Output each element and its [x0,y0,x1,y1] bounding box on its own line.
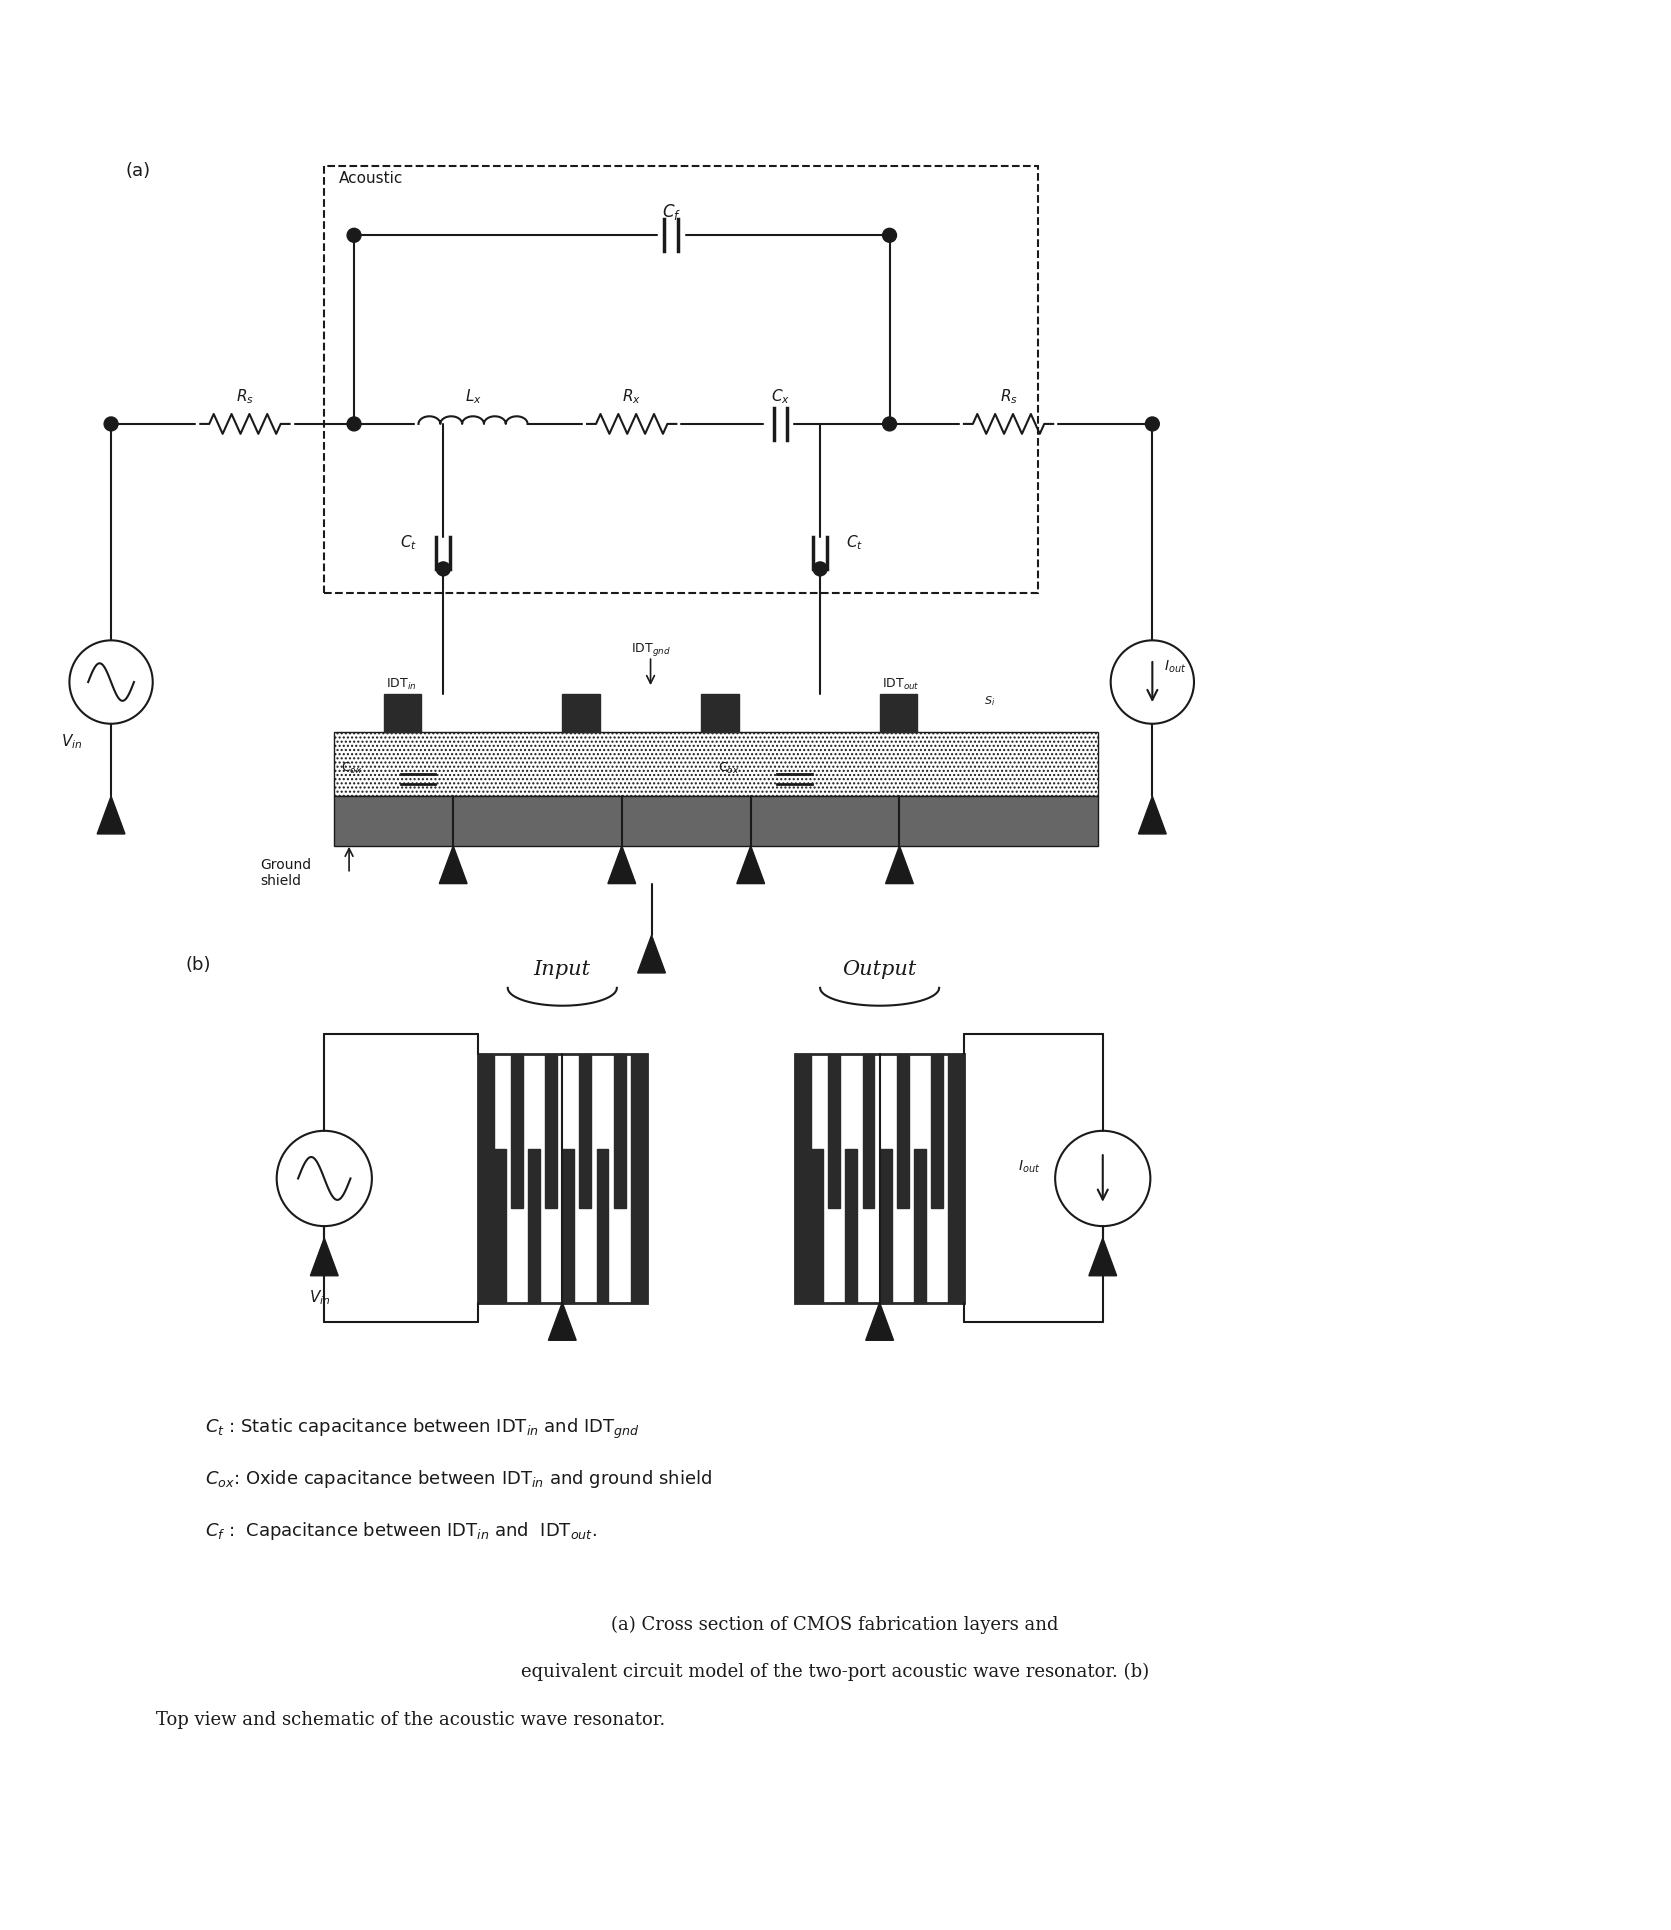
Bar [914,1148,926,1303]
Bar [810,1148,824,1303]
Bar [846,1148,857,1303]
Text: $I_{out}$: $I_{out}$ [1165,658,1186,675]
Text: $V_{in}$: $V_{in}$ [309,1289,331,1307]
Bar [630,1054,647,1303]
Text: $R_s$: $R_s$ [999,388,1018,405]
Text: (a) Cross section of CMOS fabrication layers and: (a) Cross section of CMOS fabrication la… [612,1615,1059,1633]
Text: Top view and schematic of the acoustic wave resonator.: Top view and schematic of the acoustic w… [155,1710,665,1729]
Text: IDT$_{in}$: IDT$_{in}$ [386,677,416,693]
Bar [862,1054,874,1208]
Text: $R_x$: $R_x$ [622,388,642,405]
Text: C$_{ox}$: C$_{ox}$ [719,760,740,776]
Text: Acoustic: Acoustic [339,170,403,185]
Circle shape [814,562,827,575]
Polygon shape [439,845,468,884]
Circle shape [348,228,361,243]
Circle shape [348,417,361,430]
Bar [324,166,1038,593]
Text: $I_{out}$: $I_{out}$ [1018,1158,1041,1175]
Text: $C_{ox}$: Oxide capacitance between IDT$_{in}$ and ground shield: $C_{ox}$: Oxide capacitance between IDT$… [206,1469,712,1490]
Text: $C_x$: $C_x$ [770,388,790,405]
Text: IDT$_{gnd}$: IDT$_{gnd}$ [630,641,670,658]
Bar [561,695,600,731]
Text: $S_i$: $S_i$ [984,695,994,708]
Bar [580,1054,592,1208]
Text: $C_t$: $C_t$ [399,533,418,552]
Bar [879,1148,892,1303]
Text: IDT$_{out}$: IDT$_{out}$ [882,677,919,693]
Bar [795,1054,964,1303]
Bar [897,1054,909,1208]
Polygon shape [608,845,635,884]
Circle shape [436,562,449,575]
Polygon shape [97,797,125,834]
Bar [528,1148,540,1303]
Bar [561,1148,575,1303]
Bar [795,1054,810,1303]
Text: $R_s$: $R_s$ [236,388,254,405]
Circle shape [882,417,896,430]
Polygon shape [1138,797,1166,834]
Polygon shape [1089,1237,1116,1276]
Text: $C_f$: $C_f$ [662,203,682,222]
Polygon shape [638,936,665,973]
Text: $C_f$ :  Capacitance between IDT$_{in}$ and  IDT$_{out}$.: $C_f$ : Capacitance between IDT$_{in}$ a… [206,1521,597,1542]
Bar [702,695,739,731]
Bar [478,1054,495,1303]
Polygon shape [866,1303,894,1339]
Text: C$_{ox}$: C$_{ox}$ [341,760,363,776]
Circle shape [1145,417,1160,430]
Bar [947,1054,964,1303]
Circle shape [104,417,119,430]
Text: $V_{in}$: $V_{in}$ [62,733,84,751]
Bar [879,695,917,731]
Text: $L_x$: $L_x$ [465,388,481,405]
Text: Input: Input [533,959,592,979]
Polygon shape [548,1303,576,1339]
Bar [384,695,421,731]
Text: $C_t$: $C_t$ [846,533,864,552]
Bar [334,797,1098,845]
Bar [613,1054,625,1208]
Bar [495,1148,506,1303]
Bar [597,1148,608,1303]
Text: (a): (a) [125,162,150,179]
Text: Ground
shield: Ground shield [259,857,311,888]
Text: $C_t$ : Static capacitance between IDT$_{in}$ and IDT$_{gnd}$: $C_t$ : Static capacitance between IDT$_… [206,1417,640,1442]
Bar [829,1054,841,1208]
Text: Output: Output [842,959,917,979]
Polygon shape [886,845,914,884]
Polygon shape [737,845,765,884]
Bar [334,731,1098,797]
Bar [545,1054,556,1208]
Bar [478,1054,647,1303]
Polygon shape [311,1237,338,1276]
Circle shape [882,228,896,243]
Text: (b): (b) [185,955,211,975]
Text: equivalent circuit model of the two-port acoustic wave resonator. (b): equivalent circuit model of the two-port… [521,1664,1150,1681]
Bar [931,1054,942,1208]
Bar [511,1054,523,1208]
